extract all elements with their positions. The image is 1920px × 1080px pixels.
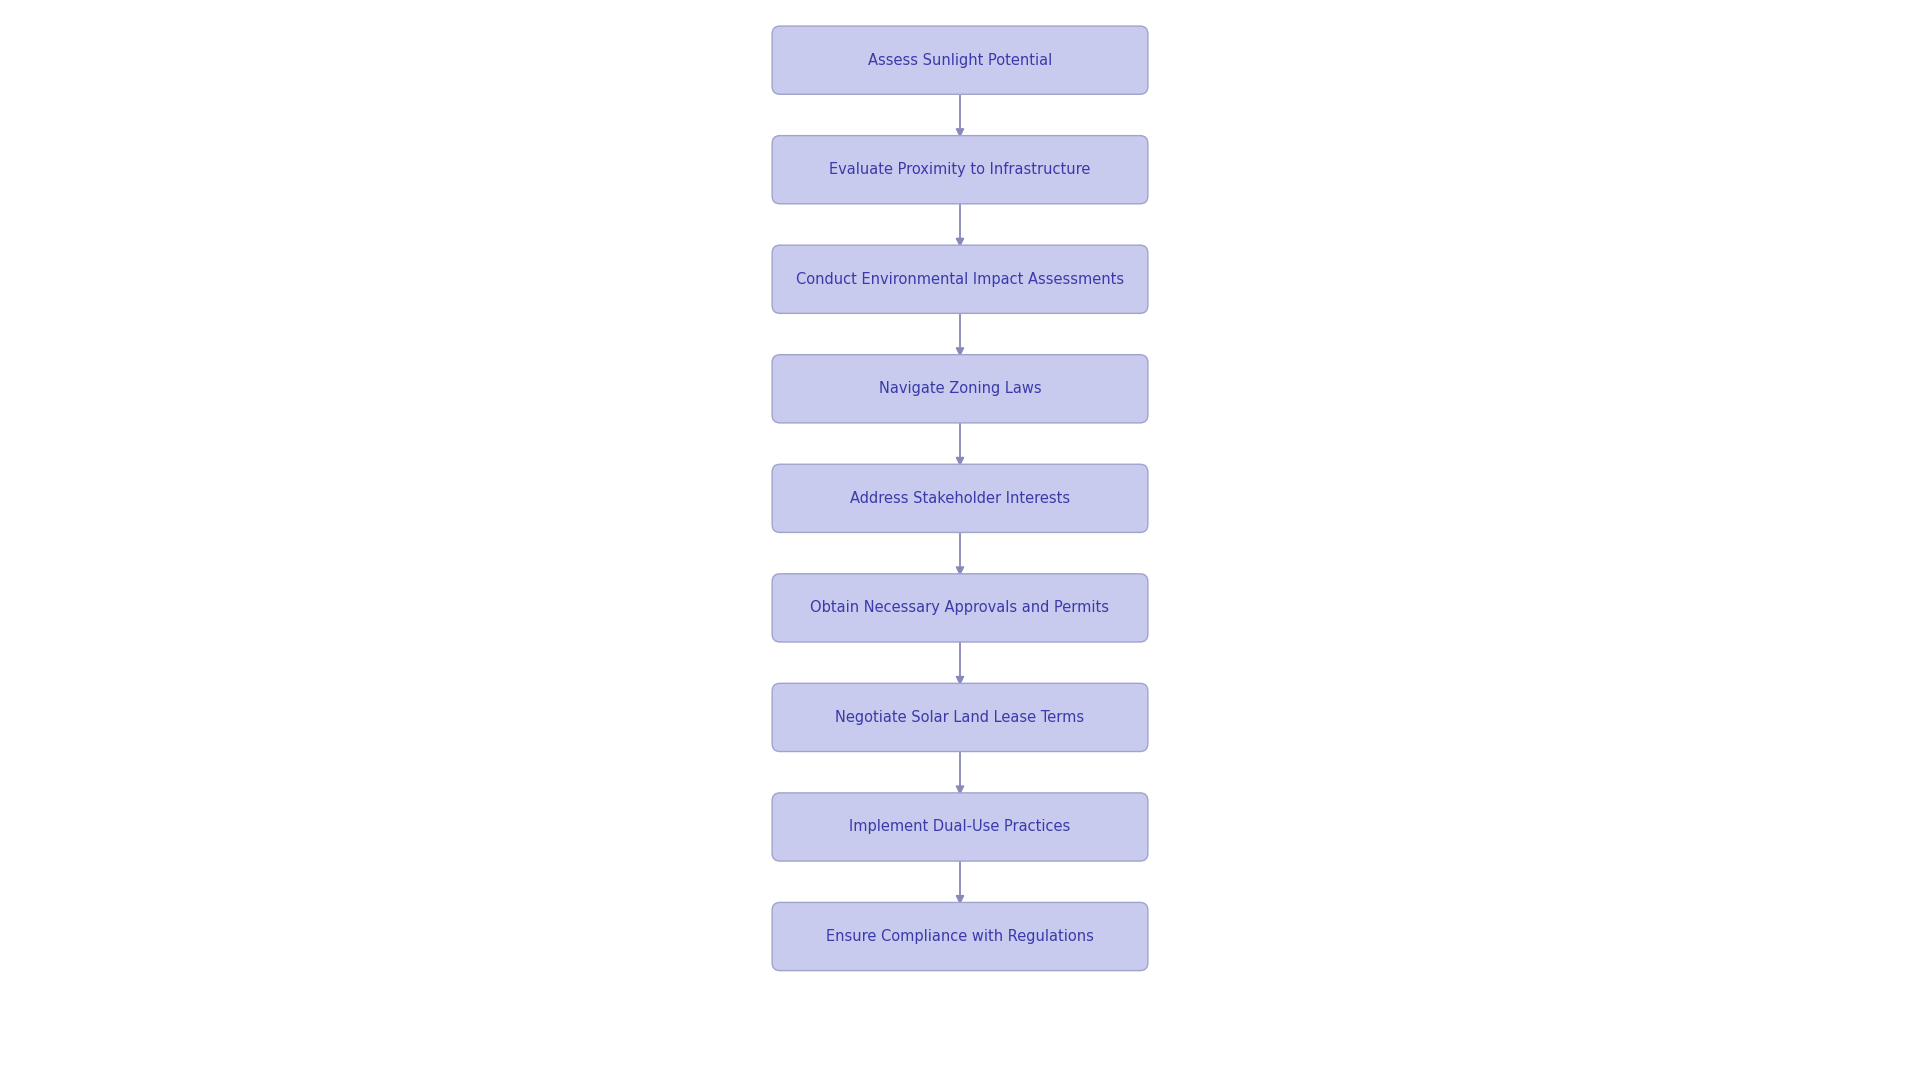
FancyBboxPatch shape — [772, 684, 1148, 752]
FancyBboxPatch shape — [772, 464, 1148, 532]
FancyBboxPatch shape — [772, 26, 1148, 94]
FancyBboxPatch shape — [772, 354, 1148, 423]
FancyBboxPatch shape — [772, 573, 1148, 642]
Text: Obtain Necessary Approvals and Permits: Obtain Necessary Approvals and Permits — [810, 600, 1110, 616]
FancyBboxPatch shape — [772, 245, 1148, 313]
Text: Negotiate Solar Land Lease Terms: Negotiate Solar Land Lease Terms — [835, 710, 1085, 725]
Text: Address Stakeholder Interests: Address Stakeholder Interests — [851, 490, 1069, 505]
Text: Ensure Compliance with Regulations: Ensure Compliance with Regulations — [826, 929, 1094, 944]
FancyBboxPatch shape — [772, 793, 1148, 861]
Text: Conduct Environmental Impact Assessments: Conduct Environmental Impact Assessments — [797, 272, 1123, 287]
Text: Navigate Zoning Laws: Navigate Zoning Laws — [879, 381, 1041, 396]
Text: Assess Sunlight Potential: Assess Sunlight Potential — [868, 53, 1052, 68]
FancyBboxPatch shape — [772, 903, 1148, 971]
FancyBboxPatch shape — [772, 136, 1148, 204]
Text: Evaluate Proximity to Infrastructure: Evaluate Proximity to Infrastructure — [829, 162, 1091, 177]
Text: Implement Dual-Use Practices: Implement Dual-Use Practices — [849, 820, 1071, 835]
